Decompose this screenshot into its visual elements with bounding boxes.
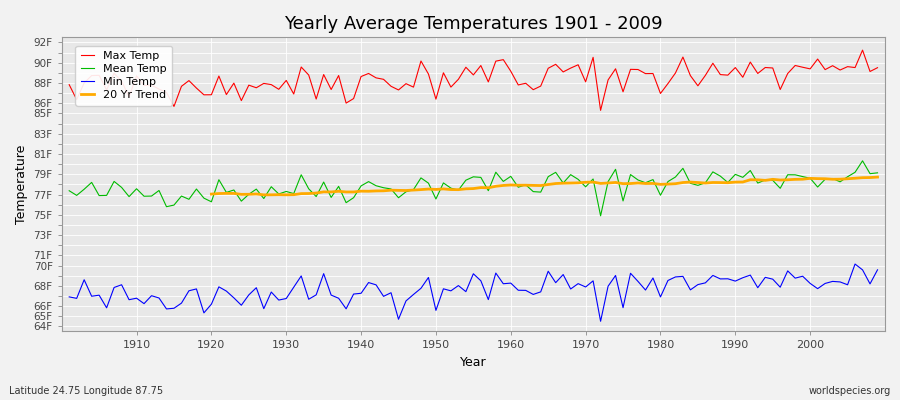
- Title: Yearly Average Temperatures 1901 - 2009: Yearly Average Temperatures 1901 - 2009: [284, 15, 662, 33]
- X-axis label: Year: Year: [460, 356, 487, 369]
- 20 Yr Trend: [782, 177, 793, 182]
- Max Temp: [595, 108, 606, 113]
- Min Temp: [64, 294, 75, 299]
- Min Temp: [123, 297, 134, 302]
- 20 Yr Trend: [768, 177, 778, 182]
- Mean Temp: [498, 179, 508, 184]
- Text: worldspecies.org: worldspecies.org: [809, 386, 891, 396]
- Y-axis label: Temperature: Temperature: [15, 145, 28, 224]
- Mean Temp: [64, 188, 75, 193]
- Max Temp: [506, 69, 517, 74]
- Max Temp: [872, 65, 883, 70]
- Max Temp: [333, 73, 344, 78]
- Line: Mean Temp: Mean Temp: [69, 161, 878, 216]
- Min Temp: [506, 281, 517, 286]
- Mean Temp: [123, 194, 134, 199]
- Min Temp: [333, 296, 344, 301]
- 20 Yr Trend: [416, 187, 427, 192]
- Line: 20 Yr Trend: 20 Yr Trend: [212, 177, 878, 195]
- Line: Min Temp: Min Temp: [69, 264, 878, 321]
- Mean Temp: [872, 170, 883, 175]
- Mean Temp: [603, 179, 614, 184]
- 20 Yr Trend: [678, 180, 688, 185]
- Mean Temp: [333, 184, 344, 189]
- Text: Latitude 24.75 Longitude 87.75: Latitude 24.75 Longitude 87.75: [9, 386, 163, 396]
- 20 Yr Trend: [303, 191, 314, 196]
- 20 Yr Trend: [258, 192, 269, 197]
- 20 Yr Trend: [206, 192, 217, 196]
- Max Temp: [123, 94, 134, 99]
- Min Temp: [288, 285, 299, 290]
- Mean Temp: [288, 191, 299, 196]
- 20 Yr Trend: [850, 176, 860, 181]
- Min Temp: [595, 319, 606, 324]
- Mean Temp: [506, 174, 517, 179]
- Mean Temp: [595, 214, 606, 218]
- Max Temp: [498, 57, 508, 62]
- Min Temp: [603, 284, 614, 289]
- Min Temp: [872, 268, 883, 272]
- Max Temp: [288, 92, 299, 96]
- Min Temp: [498, 281, 508, 286]
- Min Temp: [850, 262, 860, 266]
- Line: Max Temp: Max Temp: [69, 50, 878, 110]
- Max Temp: [857, 48, 868, 52]
- Max Temp: [603, 78, 614, 82]
- 20 Yr Trend: [872, 175, 883, 180]
- Mean Temp: [857, 158, 868, 163]
- Legend: Max Temp, Mean Temp, Min Temp, 20 Yr Trend: Max Temp, Mean Temp, Min Temp, 20 Yr Tre…: [76, 46, 173, 106]
- Max Temp: [64, 82, 75, 87]
